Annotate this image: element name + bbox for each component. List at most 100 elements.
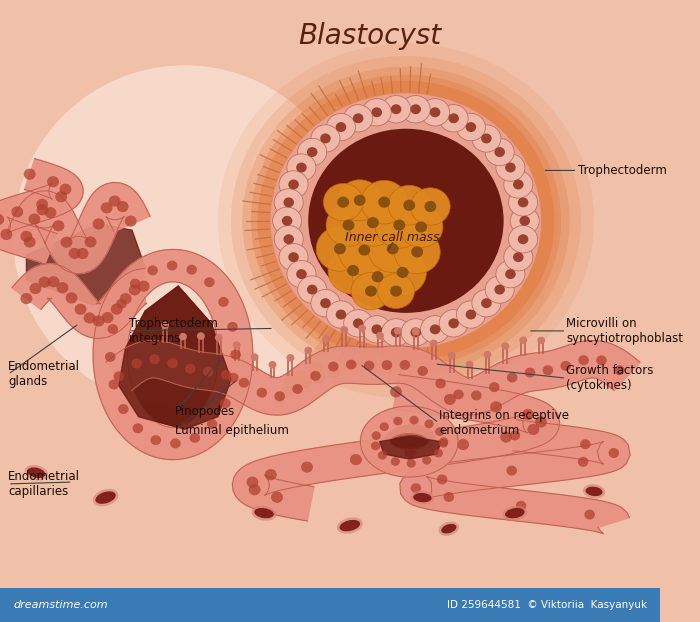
Circle shape [190,433,200,443]
Circle shape [510,430,520,440]
Circle shape [353,318,363,328]
Circle shape [328,361,339,371]
Circle shape [45,207,57,218]
Circle shape [150,435,161,445]
Circle shape [509,188,538,216]
Circle shape [614,365,624,375]
Polygon shape [27,224,145,305]
Circle shape [57,282,69,293]
Circle shape [52,220,64,231]
Circle shape [320,134,330,144]
Circle shape [138,281,150,292]
Ellipse shape [411,490,434,505]
Circle shape [535,416,547,427]
Circle shape [368,225,418,272]
Circle shape [274,226,303,253]
Polygon shape [0,159,83,264]
Circle shape [228,322,238,332]
Circle shape [489,382,500,392]
Circle shape [340,326,348,333]
Circle shape [506,466,517,476]
Ellipse shape [585,486,603,496]
Circle shape [439,437,448,446]
Circle shape [179,333,187,340]
Circle shape [203,366,214,376]
Circle shape [75,304,87,315]
Ellipse shape [251,106,435,243]
Circle shape [0,214,4,225]
Circle shape [313,372,325,383]
Circle shape [220,398,230,408]
Circle shape [501,342,510,350]
Circle shape [466,361,473,368]
Ellipse shape [383,424,435,459]
Circle shape [251,353,258,361]
Circle shape [394,230,440,274]
Circle shape [449,113,459,123]
Circle shape [421,315,449,343]
Text: Inner call mass: Inner call mass [345,231,440,244]
Text: Pinopodes: Pinopodes [175,406,235,418]
Circle shape [328,366,340,378]
Circle shape [379,422,389,431]
Circle shape [228,373,239,383]
Circle shape [472,125,501,152]
Circle shape [271,491,283,503]
Circle shape [326,113,356,141]
Circle shape [411,483,421,493]
Circle shape [296,162,307,172]
Circle shape [36,204,48,215]
Circle shape [422,456,431,465]
Circle shape [167,261,177,271]
Ellipse shape [95,491,116,504]
Circle shape [256,388,267,397]
Text: ID 259644581  © Viktoriia  Kasyanyuk: ID 259644581 © Viktoriia Kasyanyuk [447,600,647,610]
Ellipse shape [505,508,524,518]
Circle shape [353,113,363,123]
Circle shape [466,122,476,132]
Circle shape [342,220,354,231]
Circle shape [167,358,178,368]
Circle shape [344,310,372,337]
Circle shape [496,261,525,288]
Circle shape [161,322,169,329]
Circle shape [372,271,384,282]
Circle shape [218,44,594,398]
Circle shape [300,376,312,388]
Circle shape [584,509,595,519]
Circle shape [326,204,371,246]
Circle shape [494,147,505,157]
Circle shape [149,354,160,364]
Circle shape [542,365,553,375]
Circle shape [434,448,443,457]
Circle shape [437,475,447,485]
Bar [0,588,660,622]
Circle shape [513,252,524,262]
Circle shape [421,99,449,126]
Circle shape [399,207,443,248]
Circle shape [410,188,450,225]
Circle shape [490,401,502,412]
Polygon shape [360,406,458,477]
Circle shape [358,325,366,332]
Circle shape [494,285,505,295]
Circle shape [379,250,426,295]
Circle shape [401,96,430,123]
Circle shape [444,394,456,405]
Circle shape [415,221,427,233]
Circle shape [350,454,362,465]
Circle shape [430,108,440,118]
Circle shape [293,384,303,394]
Polygon shape [12,264,147,338]
Circle shape [424,419,434,428]
Circle shape [204,277,215,287]
Circle shape [377,274,414,309]
Circle shape [439,439,448,448]
Circle shape [561,361,571,371]
Circle shape [528,424,539,435]
Circle shape [510,207,539,234]
Circle shape [113,371,124,381]
Circle shape [456,113,485,141]
Circle shape [403,200,415,211]
Text: Microvilli on
syncytiotrophoblast: Microvilli on syncytiotrophoblast [566,317,683,345]
